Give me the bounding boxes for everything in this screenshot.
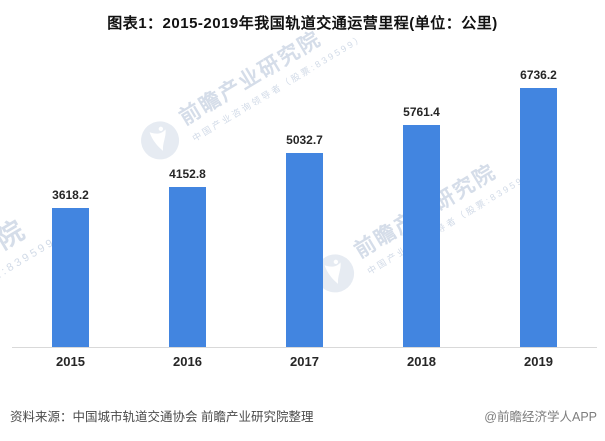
x-axis-tick-label: 2015 xyxy=(56,354,85,369)
x-axis-tick-label: 2019 xyxy=(524,354,553,369)
bar-slot: 6736.2 xyxy=(480,60,597,347)
bar-value-label: 5761.4 xyxy=(403,105,440,119)
bar xyxy=(286,153,323,347)
footer: 资料来源：中国城市轨道交通协会 前瞻产业研究院整理 @前瞻经济学人APP xyxy=(10,406,597,425)
x-axis-labels: 2015 2016 2017 2018 2019 xyxy=(12,348,597,369)
bar xyxy=(403,125,440,347)
credit-note: @前瞻经济学人APP xyxy=(484,410,597,424)
bar-slot: 5032.7 xyxy=(246,60,363,347)
bar-slot: 4152.8 xyxy=(129,60,246,347)
bar xyxy=(169,187,206,347)
bar-value-label: 5032.7 xyxy=(286,133,323,147)
x-axis-tick-label: 2017 xyxy=(290,354,319,369)
bar-value-label: 3618.2 xyxy=(52,188,89,202)
bar-slot: 3618.2 xyxy=(12,60,129,347)
x-axis-tick-label: 2016 xyxy=(173,354,202,369)
bar-value-label: 6736.2 xyxy=(520,68,557,82)
chart-title: 图表1：2015-2019年我国轨道交通运营里程(单位：公里) xyxy=(107,15,498,32)
x-axis-tick-label: 2018 xyxy=(407,354,436,369)
bar-slot: 5761.4 xyxy=(363,60,480,347)
plot-area: 3618.2 4152.8 5032.7 5761.4 6736.2 xyxy=(12,60,597,348)
bar xyxy=(52,208,89,347)
source-note: 资料来源：中国城市轨道交通协会 前瞻产业研究院整理 xyxy=(10,410,314,424)
bar xyxy=(520,88,557,347)
bar-value-label: 4152.8 xyxy=(169,167,206,181)
